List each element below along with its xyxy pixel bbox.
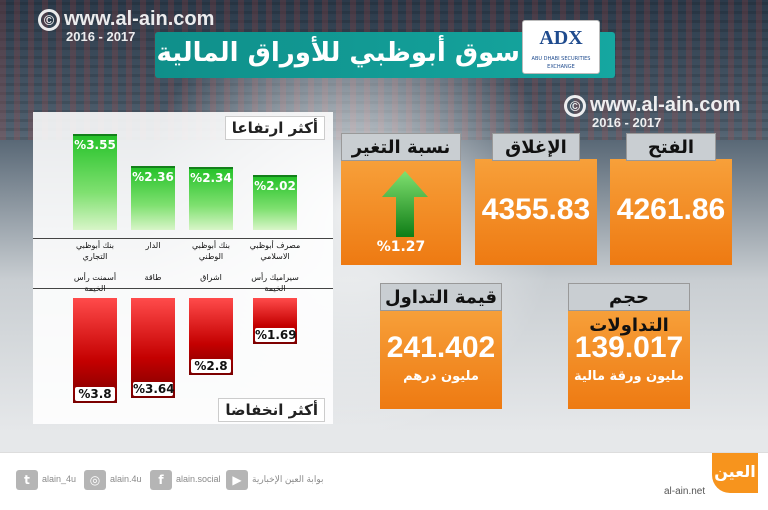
turnover-card-body: 241.402 مليون درهم [380,309,502,409]
gainer-name: مصرف أبوظبي الاسلامي [249,241,301,261]
gainer-name: بنك أبوظبي التجاري [76,241,114,261]
losers-baseline [33,288,333,289]
watermark-top-left: © www.al-ain.com 2016 - 2017 [38,8,214,44]
volume-card: 139.017 مليون ورقة مالية حجم التداولات [568,283,690,409]
open-card: 4261.86 الفتح [610,133,732,265]
turnover-card: 241.402 مليون درهم قيمة التداول [380,283,502,409]
gainer-bar [253,175,297,230]
volume-card-body: 139.017 مليون ورقة مالية [568,309,690,409]
close-card: 4355.83 الإغلاق [475,133,597,265]
loser-bar [73,298,117,403]
facebook-icon[interactable]: f [150,470,172,490]
youtube-icon[interactable]: ▶ [226,470,248,490]
losers-label: أكثر انخفاضا [218,398,325,422]
gainer-bar [189,167,233,230]
youtube-channel[interactable]: بوابة العين الإخبارية [252,474,324,484]
turnover-value: 241.402 [386,331,496,364]
adx-logo-tagline: ABU DHABI SECURITIES EXCHANGE [531,56,591,70]
movers-chart: أكثر ارتفاعا أكثر انخفاضا %3.55 بنك أبوظب… [33,112,333,424]
footer [0,452,768,510]
gainer-value: %3.55 [74,138,116,152]
watermark-url: www.al-ain.com [590,94,741,116]
adx-logo: ADX ABU DHABI SECURITIES EXCHANGE [522,20,600,74]
open-card-body: 4261.86 [610,159,732,265]
turnover-unit: مليون درهم [403,369,479,384]
loser-name: سيراميك رأس الخيمة [251,273,299,293]
volume-card-header: حجم التداولات [568,283,690,336]
copyright-icon: © [564,94,586,117]
close-card-header: الإغلاق [492,133,580,161]
loser-value: %3.64 [133,382,175,396]
instagram-handle[interactable]: alain.4u [110,474,142,484]
loser-name: أسمنت رأس الخيمة [73,273,117,293]
twitter-icon[interactable]: t [16,470,38,490]
loser-value: %2.8 [191,359,231,373]
watermark-years: 2016 - 2017 [66,29,136,44]
gainer-bar [131,166,175,230]
facebook-handle[interactable]: alain.social [176,474,221,484]
site-url[interactable]: al-ain.net [664,486,706,497]
open-value: 4261.86 [616,193,726,226]
turnover-card-header: قيمة التداول [380,283,502,311]
volume-value: 139.017 [574,331,684,364]
loser-name: طاقة [144,273,162,282]
volume-unit: مليون ورقة مالية [574,369,684,384]
instagram-icon[interactable]: ◎ [84,470,106,490]
loser-value: %3.8 [75,387,115,401]
alain-logo[interactable]: العين [712,453,758,493]
gainer-value: %2.02 [254,179,296,193]
gainers-baseline [33,238,333,239]
gainer-value: %2.36 [132,170,174,184]
close-card-body: 4355.83 [475,159,597,265]
twitter-handle[interactable]: alain_4u [42,474,77,484]
open-card-header: الفتح [626,133,716,161]
gainer-value: %2.34 [190,171,232,185]
copyright-icon: © [38,8,60,31]
loser-value: %1.69 [255,328,297,342]
gainers-label: أكثر ارتفاعا [224,116,325,140]
gainer-name: الدار [145,241,161,250]
change-value: %1.27 [376,239,426,255]
change-card-body: %1.27 [341,159,461,265]
watermark-years: 2016 - 2017 [592,115,662,130]
up-arrow-icon [382,171,428,237]
gainer-name: بنك أبوظبي الوطني [192,241,230,261]
close-value: 4355.83 [481,193,591,226]
loser-name: اشراق [200,273,222,282]
change-card-header: نسبة التغير [341,133,461,161]
change-card: %1.27 نسبة التغير [341,133,461,265]
watermark-url: www.al-ain.com [64,8,215,30]
watermark-right: © www.al-ain.com 2016 - 2017 [564,94,740,130]
gainer-bar [73,134,117,230]
loser-bar [131,298,175,398]
adx-logo-text: ADX [539,27,583,49]
page-title: سوق أبوظبي للأوراق المالية [156,38,520,68]
